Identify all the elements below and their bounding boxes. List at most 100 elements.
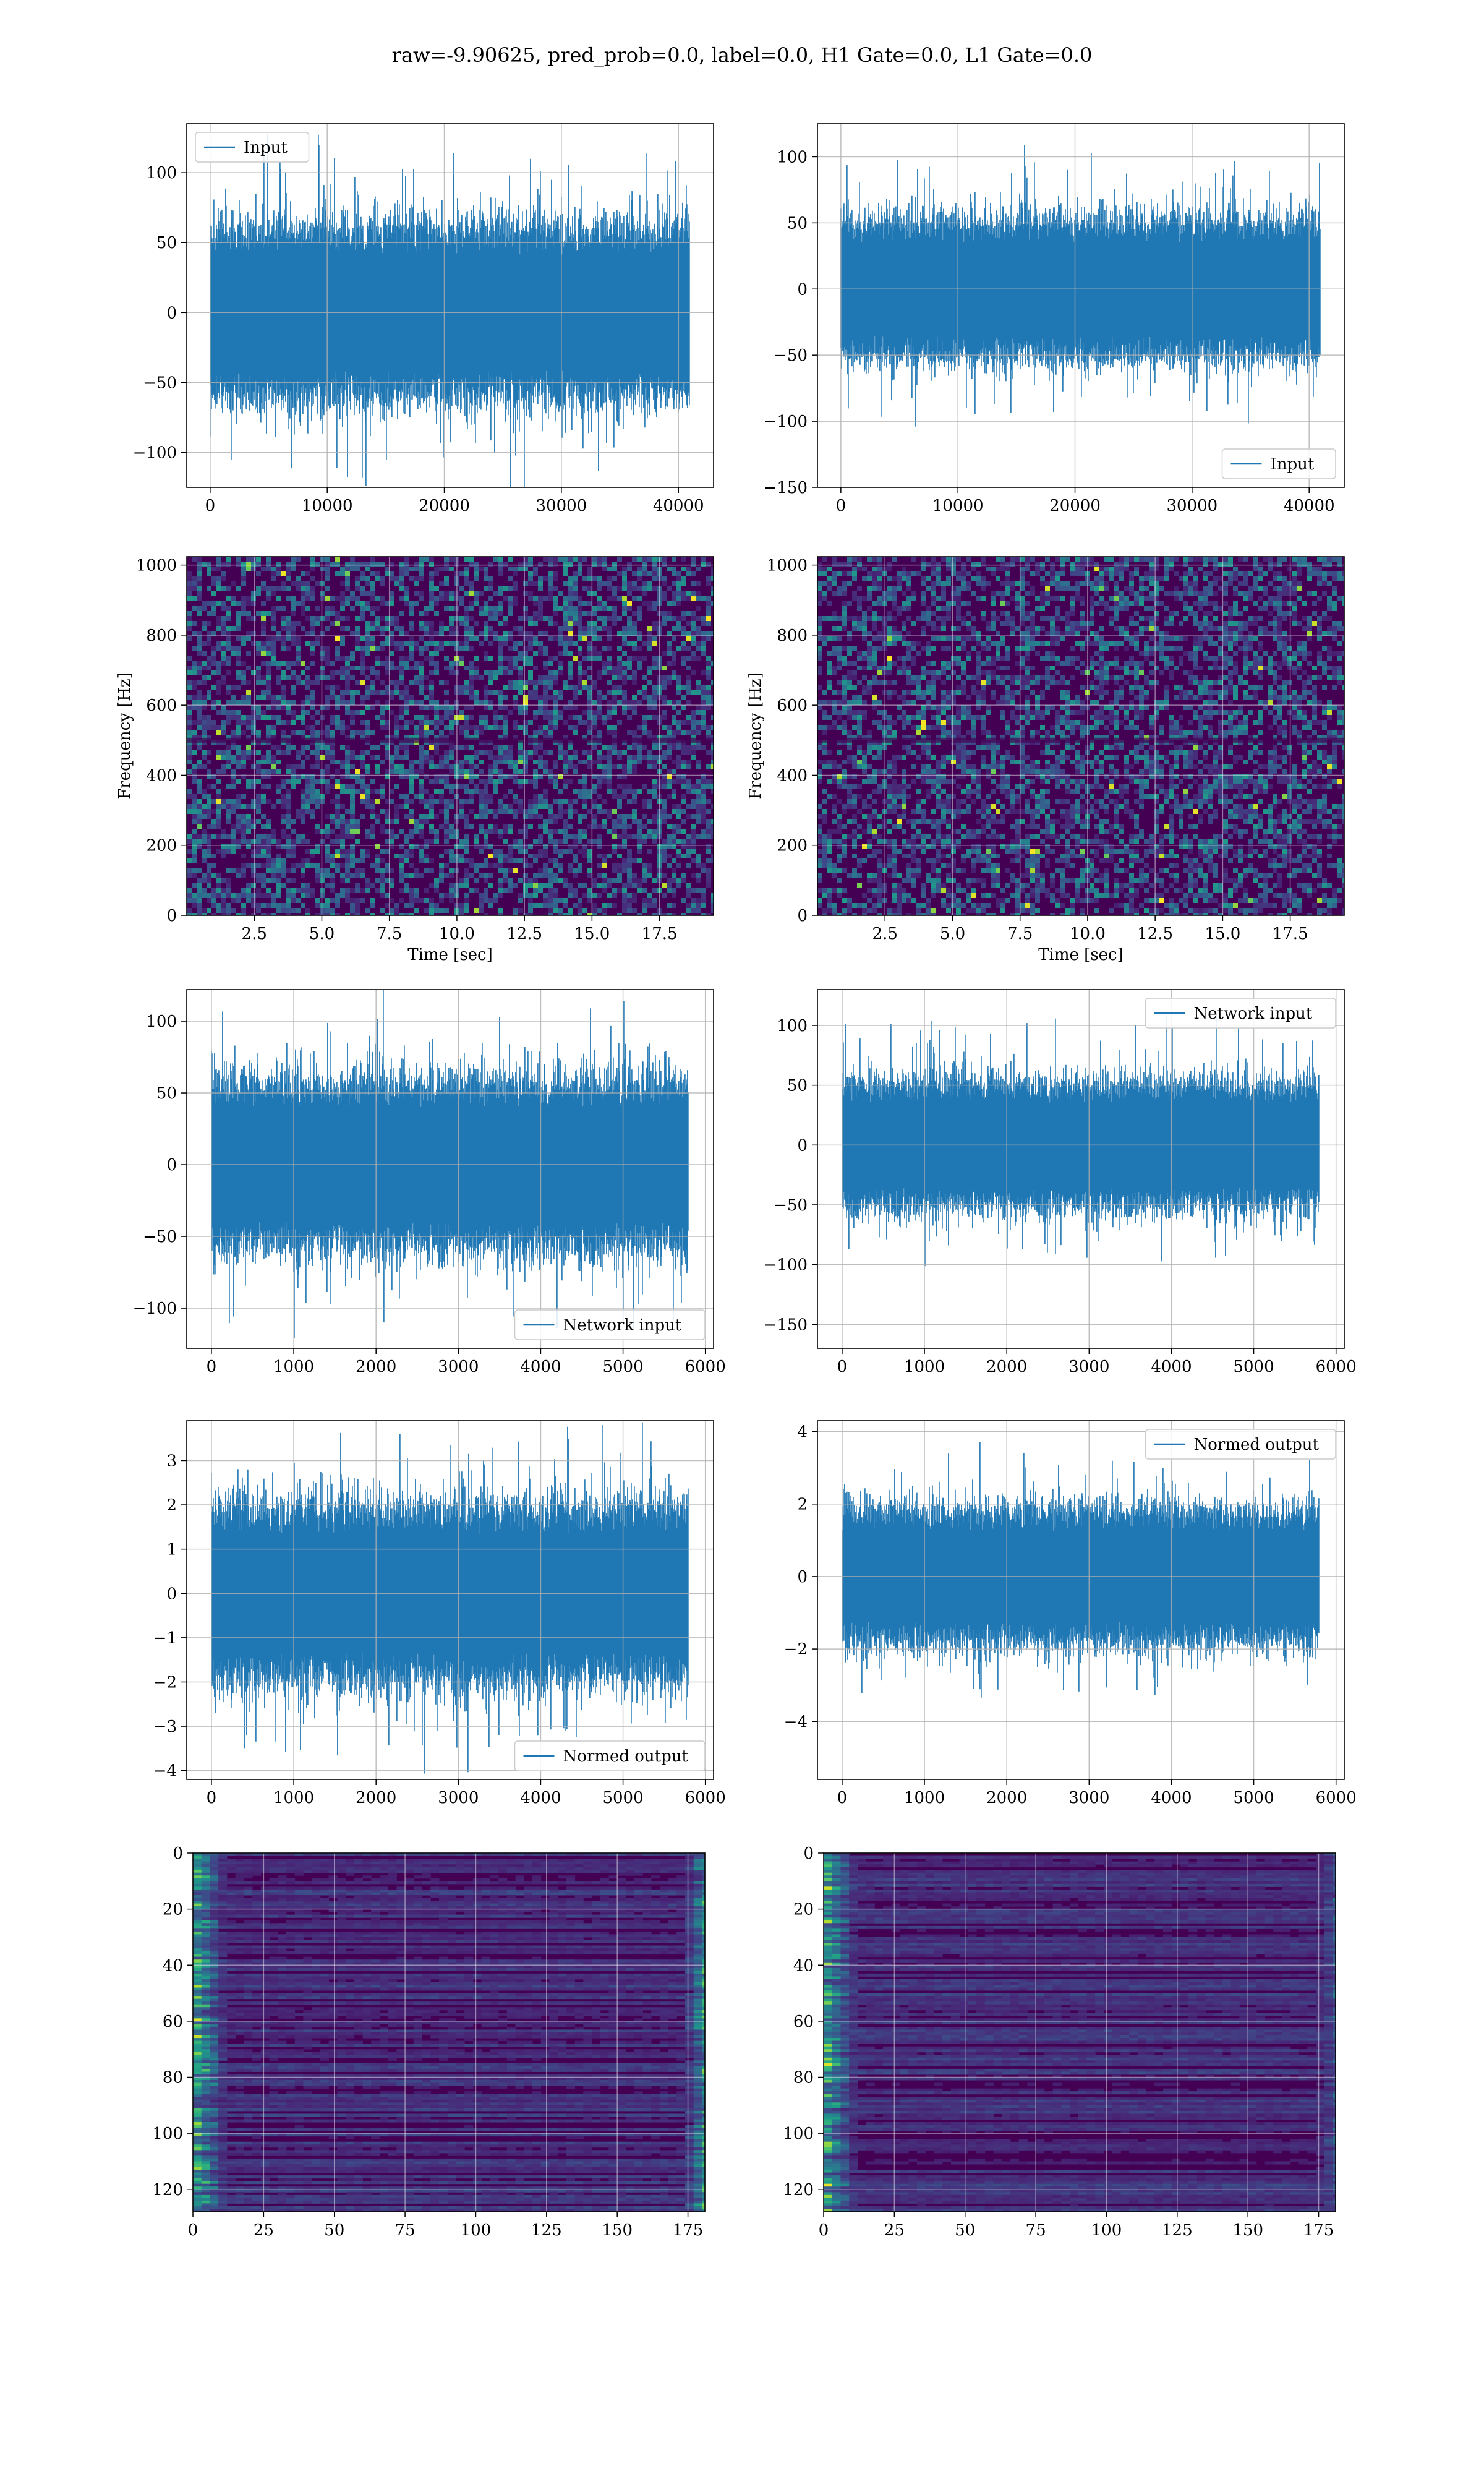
y-tick-label: 0	[803, 1844, 814, 1863]
y-tick-label: 0	[166, 907, 177, 925]
y-tick-label: 4	[797, 1423, 808, 1442]
legend-label: Input	[244, 139, 288, 157]
y-tick-label: 0	[166, 304, 177, 322]
series-line	[842, 1014, 1320, 1267]
x-tick-label: 5.0	[940, 925, 965, 943]
x-tick-label: 15.0	[1205, 925, 1240, 943]
x-tick-label: 2.5	[242, 925, 267, 943]
x-tick-label: 7.5	[1007, 925, 1033, 943]
x-tick-label: 0	[837, 1358, 848, 1376]
x-tick-label: 1000	[273, 1789, 314, 1807]
grid-lines	[193, 1853, 705, 2212]
y-tick-label: −2	[784, 1640, 808, 1659]
y-tick-label: −3	[153, 1718, 177, 1736]
y-tick-label: 100	[146, 1012, 177, 1031]
x-axis-label: Time [sec]	[407, 946, 493, 964]
x-tick-label: 4000	[1151, 1358, 1192, 1376]
x-tick-label: 1000	[273, 1358, 314, 1376]
spectrogram-h1-chart: 2.5 5.0 7.5 10.0 12.5 15.0 17.5 0 200 400 600 800 10…	[116, 556, 714, 964]
y-tick-label: 50	[787, 214, 808, 233]
x-tick-label: 40000	[1284, 497, 1335, 515]
y-tick-label: −100	[133, 1299, 177, 1318]
y-tick-label: 50	[156, 234, 177, 252]
x-tick-label: 2000	[986, 1358, 1027, 1376]
input-h1-chart: 0 10000 20000 30000 40000 −100 −50 0 50 100 Input	[133, 123, 714, 515]
grid-lines	[187, 557, 714, 915]
grid-lines	[817, 124, 1344, 487]
axes-frame	[186, 123, 714, 488]
x-tick-label: 50	[324, 2221, 344, 2240]
x-tick-label: 10000	[302, 497, 353, 515]
legend: Network input	[514, 1309, 706, 1340]
grid-lines	[817, 1421, 1344, 1779]
y-tick-label: 200	[777, 837, 808, 855]
y-tick-label: 50	[787, 1077, 808, 1095]
x-tick-label: 17.5	[642, 925, 678, 943]
y-tick-label: 2	[797, 1496, 808, 1514]
x-tick-label: 100	[461, 2221, 492, 2240]
axes-frame	[186, 1420, 714, 1780]
y-tick-label: 1000	[767, 557, 808, 575]
legend: Input	[195, 132, 310, 163]
axes-frame	[817, 556, 1345, 916]
y-tick-label: −50	[143, 374, 177, 392]
legend: Normed output	[1145, 1429, 1336, 1460]
x-tick-label: 3000	[1068, 1358, 1109, 1376]
x-tick-label: 4000	[520, 1358, 561, 1376]
grid-lines	[187, 1421, 714, 1779]
figure-title: raw=-9.90625, pred_prob=0.0, label=0.0, …	[0, 43, 1484, 67]
x-tick-label: 150	[602, 2221, 633, 2240]
x-tick-label: 2000	[356, 1358, 396, 1376]
y-tick-label: 0	[166, 1156, 177, 1175]
y-tick-label: −1	[153, 1629, 177, 1648]
normed-output-h1-chart: 0 1000 2000 3000 4000 5000 6000 −4 −3 −2 −1 0 1 2 3 Nor…	[153, 1420, 726, 1807]
y-tick-label: 50	[156, 1084, 177, 1103]
axes-frame	[817, 989, 1345, 1349]
x-tick-label: 25	[254, 2221, 274, 2240]
y-tick-label: 120	[783, 2181, 814, 2199]
legend: Network input	[1145, 998, 1336, 1029]
x-tick-label: 0	[819, 2221, 829, 2240]
y-tick-label: 0	[797, 1136, 808, 1155]
series-line	[842, 1442, 1320, 1698]
y-tick-label: 2	[166, 1496, 177, 1515]
x-tick-label: 30000	[1167, 497, 1218, 515]
x-tick-label: 75	[395, 2221, 416, 2240]
legend-label: Normed output	[1194, 1436, 1320, 1454]
y-tick-label: 40	[793, 1956, 814, 1975]
y-tick-label: 120	[152, 2181, 183, 2199]
y-tick-label: 100	[146, 164, 177, 182]
x-tick-label: 100	[1091, 2221, 1122, 2240]
x-tick-label: 6000	[685, 1358, 726, 1376]
y-tick-label: 100	[783, 2125, 814, 2143]
y-axis-label: Frequency [Hz]	[746, 672, 765, 800]
feature-map-h1-chart: 0 25 50 75 100 125 150 175 0 20 40 60 80 100 120	[152, 1844, 706, 2240]
x-tick-label: 17.5	[1273, 925, 1308, 943]
y-tick-label: −50	[143, 1228, 177, 1246]
y-tick-label: 600	[777, 696, 808, 715]
input-l1-chart: 0 10000 20000 30000 40000 −150 −100 −50 0 50 100 In…	[764, 123, 1345, 515]
network-input-h1-chart: 0 1000 2000 3000 4000 5000 6000 −100 −50 0 50 100 Ne…	[133, 989, 726, 1376]
x-tick-label: 5000	[602, 1789, 643, 1807]
y-tick-label: 400	[777, 766, 808, 785]
y-tick-label: 60	[163, 2013, 183, 2031]
y-tick-label: 0	[173, 1844, 183, 1863]
y-tick-label: 0	[797, 280, 808, 299]
x-tick-label: 4000	[1151, 1789, 1192, 1807]
x-tick-label: 10000	[932, 497, 984, 515]
x-tick-label: 12.5	[506, 925, 542, 943]
network-input-l1-chart: 0 1000 2000 3000 4000 5000 6000 −150 −100 −50 0 50 1…	[764, 989, 1357, 1376]
x-tick-label: 0	[205, 497, 216, 515]
y-tick-label: −4	[153, 1762, 177, 1781]
x-tick-label: 6000	[685, 1789, 726, 1807]
y-tick-label: 400	[146, 766, 177, 785]
x-tick-label: 5.0	[309, 925, 335, 943]
feature-map-l1-chart: 0 25 50 75 100 125 150 175 0 20 40 60 80 100 120	[783, 1844, 1336, 2240]
axes-frame	[186, 556, 714, 916]
y-tick-label: 20	[793, 1901, 814, 1919]
y-tick-label: 0	[797, 907, 808, 925]
x-tick-label: 6000	[1316, 1789, 1357, 1807]
y-tick-label: −50	[774, 346, 808, 365]
y-tick-label: −2	[153, 1673, 177, 1692]
x-tick-label: 10.0	[1070, 925, 1106, 943]
